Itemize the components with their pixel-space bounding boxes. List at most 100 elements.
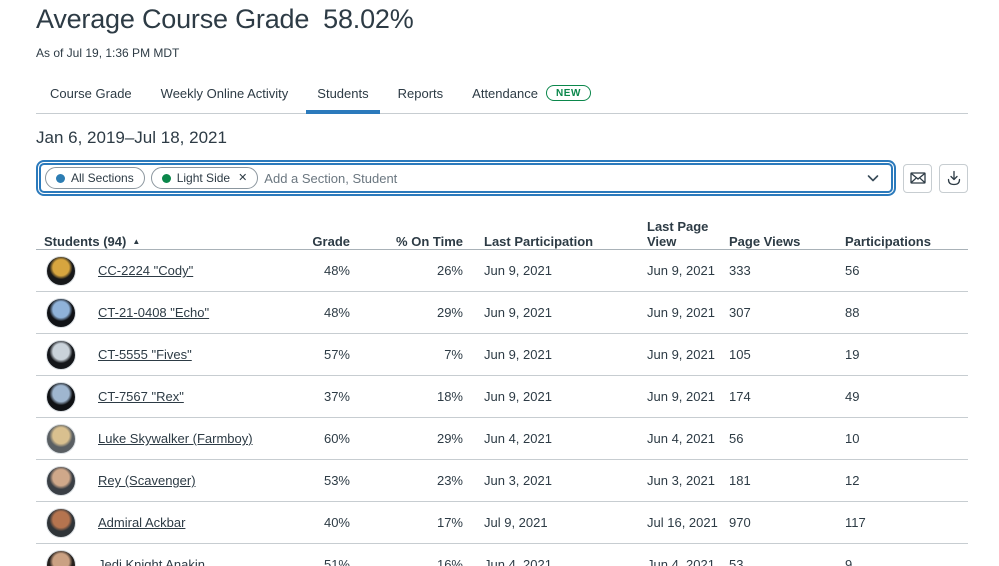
last-participation-cell: Jul 9, 2021 [484, 515, 548, 530]
table-row: Rey (Scavenger) 53% 23% Jun 3, 2021 Jun … [36, 460, 968, 502]
as-of-timestamp: As of Jul 19, 1:36 PM MDT [36, 46, 180, 60]
column-header-on-time[interactable]: % On Time [396, 234, 463, 249]
students-count-label: Students (94) [44, 234, 127, 249]
student-avatar [46, 423, 76, 454]
last-page-view-cell: Jul 16, 2021 [647, 515, 718, 530]
last-participation-cell: Jun 9, 2021 [484, 389, 552, 404]
filter-chip-label: Light Side [176, 171, 231, 185]
on-time-cell: 7% [444, 347, 463, 362]
column-header-grade[interactable]: Grade [312, 234, 350, 249]
message-students-button[interactable] [903, 163, 932, 193]
column-header-participations[interactable]: Participations [845, 234, 931, 249]
envelope-icon [909, 169, 927, 187]
on-time-cell: 29% [436, 305, 463, 320]
page-views-cell: 53 [729, 557, 744, 566]
participations-cell: 12 [845, 473, 860, 488]
page-views-cell: 307 [729, 305, 751, 320]
average-grade-value: 58.02% [323, 4, 414, 34]
last-participation-cell: Jun 4, 2021 [484, 431, 552, 446]
tab-label: Course Grade [50, 85, 132, 101]
last-participation-cell: Jun 4, 2021 [484, 557, 552, 566]
student-avatar [46, 339, 76, 370]
tab-label: Attendance [472, 85, 538, 101]
tab-bar: Course Grade Weekly Online Activity Stud… [36, 77, 968, 114]
student-name-link[interactable]: Admiral Ackbar [98, 515, 186, 530]
grade-cell: 40% [323, 515, 350, 530]
table-header-row: Students (94) ▲ Grade % On Time Last Par… [36, 219, 968, 250]
student-name-link[interactable]: Luke Skywalker (Farmboy) [98, 431, 253, 446]
table-row: CT-21-0408 "Echo" 48% 29% Jun 9, 2021 Ju… [36, 292, 968, 334]
student-name-link[interactable]: Rey (Scavenger) [98, 473, 196, 488]
student-avatar [46, 549, 76, 566]
filter-chip-light-side[interactable]: Light Side ✕ [150, 167, 259, 189]
chevron-down-icon[interactable] [865, 170, 881, 186]
table-row: CT-5555 "Fives" 57% 7% Jun 9, 2021 Jun 9… [36, 334, 968, 376]
on-time-cell: 16% [436, 557, 463, 566]
student-avatar [46, 507, 76, 538]
last-participation-cell: Jun 3, 2021 [484, 473, 552, 488]
last-participation-cell: Jun 9, 2021 [484, 305, 552, 320]
tab-students[interactable]: Students [306, 77, 381, 114]
last-participation-cell: Jun 9, 2021 [484, 263, 552, 278]
last-page-view-cell: Jun 4, 2021 [647, 431, 715, 446]
student-name-link[interactable]: Jedi Knight Anakin [98, 557, 205, 566]
last-page-view-cell: Jun 9, 2021 [647, 305, 715, 320]
student-name-link[interactable]: CT-5555 "Fives" [98, 347, 192, 362]
last-page-view-cell: Jun 4, 2021 [647, 557, 715, 566]
chip-close-icon[interactable]: ✕ [238, 171, 248, 184]
student-avatar [46, 381, 76, 412]
on-time-cell: 26% [436, 263, 463, 278]
column-header-students[interactable]: Students (94) ▲ [36, 234, 306, 249]
page-views-cell: 181 [729, 473, 751, 488]
filter-combobox[interactable]: All Sections Light Side ✕ [39, 163, 893, 193]
column-header-page-views[interactable]: Page Views [729, 234, 801, 249]
student-avatar [46, 465, 76, 496]
page-views-cell: 970 [729, 515, 751, 530]
last-page-view-cell: Jun 9, 2021 [647, 389, 715, 404]
column-header-last-page-view[interactable]: Last Page View [647, 219, 709, 249]
grade-cell: 53% [323, 473, 350, 488]
student-name-link[interactable]: CC-2224 "Cody" [98, 263, 194, 278]
page-views-cell: 174 [729, 389, 751, 404]
page-header: Average Course Grade 58.02% [36, 0, 968, 35]
on-time-cell: 17% [436, 515, 463, 530]
column-header-last-participation[interactable]: Last Participation [484, 234, 594, 249]
page-title: Average Course Grade [36, 4, 310, 34]
last-page-view-cell: Jun 3, 2021 [647, 473, 715, 488]
grade-cell: 57% [323, 347, 350, 362]
tab-course-grade[interactable]: Course Grade [50, 77, 132, 113]
grade-cell: 48% [323, 305, 350, 320]
students-table: Students (94) ▲ Grade % On Time Last Par… [36, 219, 968, 566]
table-row: CT-7567 "Rex" 37% 18% Jun 9, 2021 Jun 9,… [36, 376, 968, 418]
tab-label: Weekly Online Activity [160, 85, 289, 101]
participations-cell: 9 [845, 557, 853, 566]
section-color-dot [56, 173, 65, 183]
new-badge: NEW [545, 85, 592, 101]
filter-search-input[interactable] [264, 170, 859, 186]
table-row: Luke Skywalker (Farmboy) 60% 29% Jun 4, … [36, 418, 968, 460]
participations-cell: 19 [845, 347, 860, 362]
student-avatar [46, 297, 76, 328]
participations-cell: 10 [845, 431, 860, 446]
tab-label: Reports [397, 85, 444, 101]
table-row: CC-2224 "Cody" 48% 26% Jun 9, 2021 Jun 9… [36, 250, 968, 292]
table-row: Jedi Knight Anakin 51% 16% Jun 4, 2021 J… [36, 544, 968, 566]
student-avatar [46, 255, 76, 286]
student-name-link[interactable]: CT-21-0408 "Echo" [98, 305, 210, 320]
tab-reports[interactable]: Reports [398, 77, 444, 113]
tab-attendance[interactable]: Attendance NEW [472, 77, 592, 113]
grade-cell: 51% [323, 557, 350, 566]
participations-cell: 88 [845, 305, 860, 320]
table-body: CC-2224 "Cody" 48% 26% Jun 9, 2021 Jun 9… [36, 250, 968, 566]
date-range: Jan 6, 2019–Jul 18, 2021 [36, 128, 227, 147]
filter-chip-all-sections[interactable]: All Sections [45, 167, 145, 189]
last-page-view-cell: Jun 9, 2021 [647, 347, 715, 362]
grade-cell: 60% [323, 431, 350, 446]
on-time-cell: 18% [436, 389, 463, 404]
tab-weekly-online-activity[interactable]: Weekly Online Activity [161, 77, 289, 113]
download-csv-button[interactable] [939, 163, 968, 193]
student-name-link[interactable]: CT-7567 "Rex" [98, 389, 184, 404]
table-row: Admiral Ackbar 40% 17% Jul 9, 2021 Jul 1… [36, 502, 968, 544]
on-time-cell: 23% [436, 473, 463, 488]
